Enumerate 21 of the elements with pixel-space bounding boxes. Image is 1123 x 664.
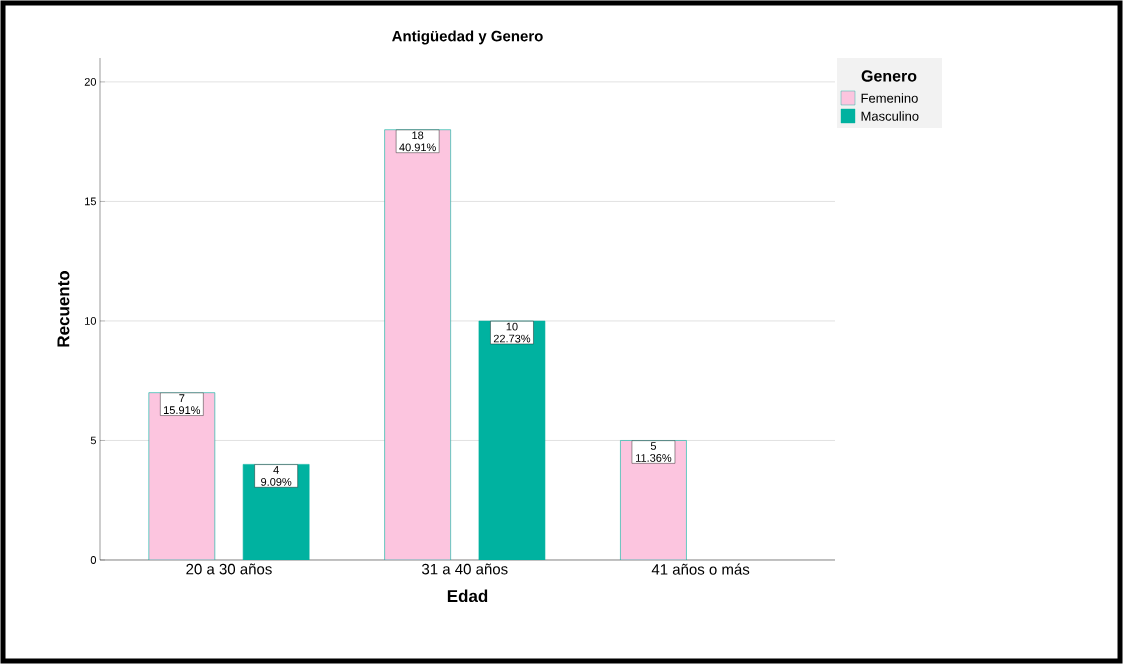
data-label: 5 11.36% <box>636 442 672 462</box>
data-label: 7 15.91% <box>164 394 201 415</box>
y-tick-label: 15 <box>85 197 96 206</box>
legend-title: Genero <box>861 70 917 82</box>
y-axis-title: Recuento <box>57 270 70 347</box>
legend-label: Masculino <box>861 111 919 121</box>
y-tick-label: 10 <box>85 317 97 325</box>
y-tick-label: 5 <box>90 436 96 445</box>
x-axis-title: Edad <box>447 589 488 603</box>
bar <box>148 392 216 560</box>
x-tick-label: 20 a 30 años <box>186 563 272 575</box>
x-tick-label: 41 años o más <box>651 563 750 575</box>
data-label: 18 40.91% <box>399 131 436 152</box>
y-tick-label: 0 <box>90 556 97 564</box>
data-label: 10 22.73% <box>493 322 531 343</box>
x-tick-label: 31 a 40 años <box>421 563 508 575</box>
data-label: 4 9.09% <box>261 466 292 486</box>
bar <box>384 129 451 560</box>
chart-title: Antigüedad y Genero <box>392 30 543 45</box>
y-tick-label: 20 <box>84 78 97 86</box>
legend-label: Femenino <box>861 93 918 103</box>
